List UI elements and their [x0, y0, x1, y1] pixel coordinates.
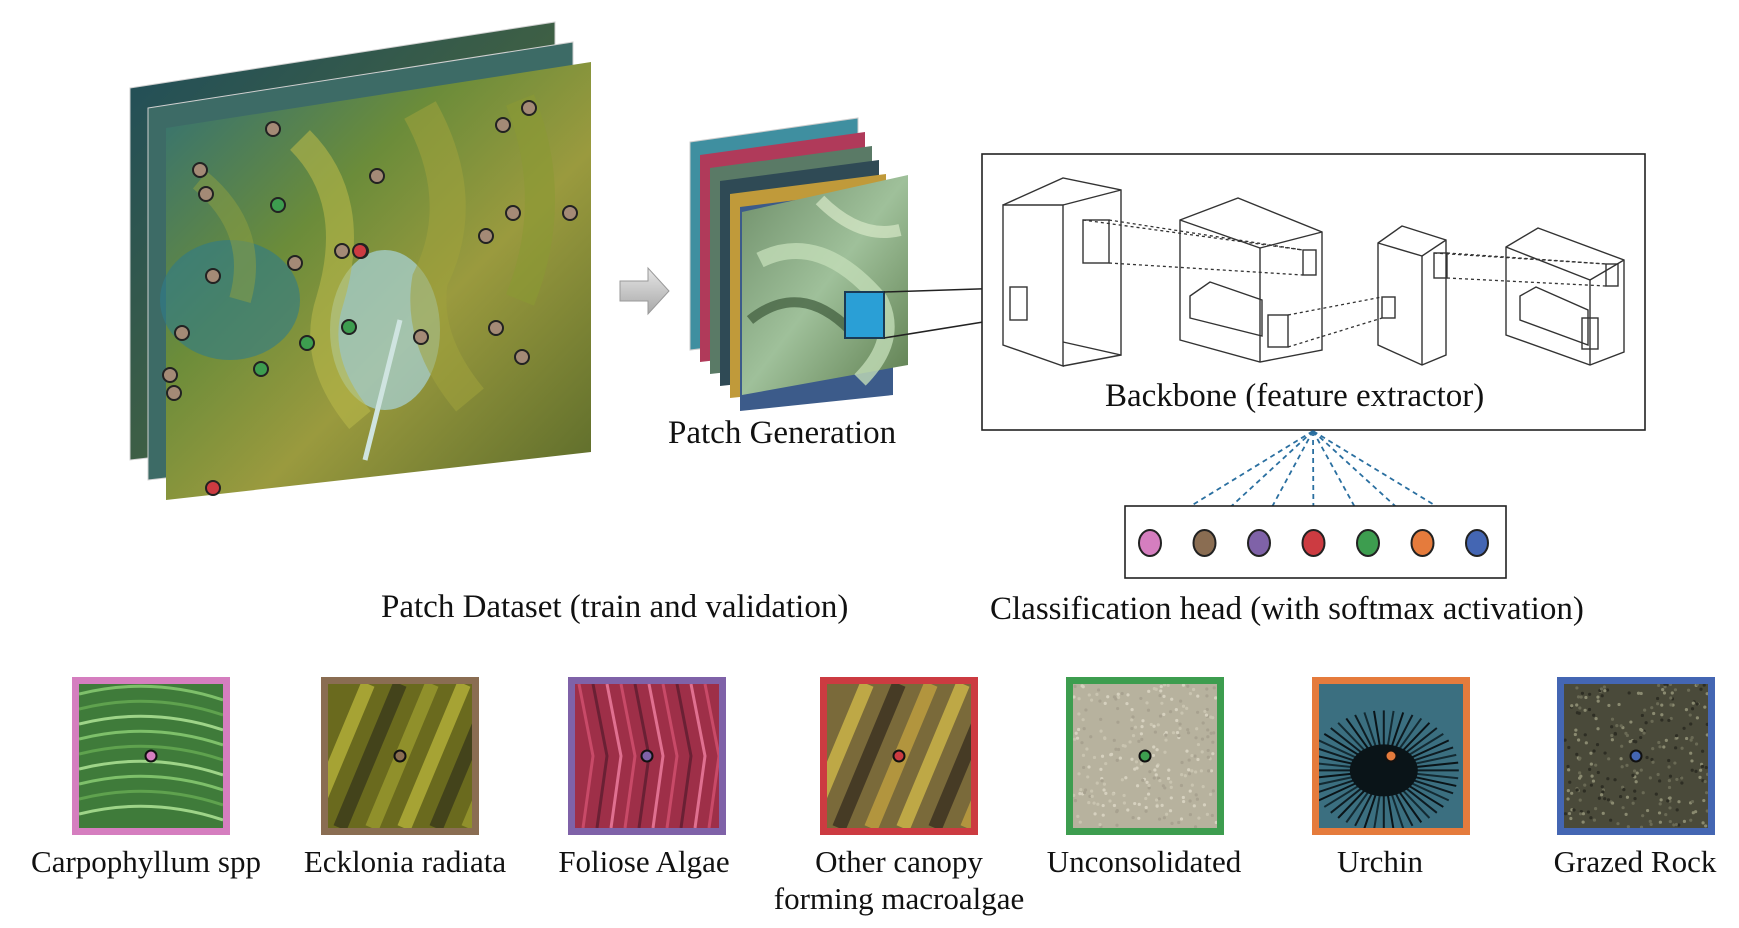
class-label: Other canopy forming macroalgae: [759, 843, 1039, 917]
connection-lines: [1082, 219, 1607, 348]
annotation-point: [341, 319, 357, 335]
annotation-point: [205, 480, 221, 496]
backbone-label: Backbone (feature extractor): [1105, 378, 1485, 414]
patch-dataset-label: Patch Dataset (train and validation): [381, 589, 849, 625]
annotation-point: [352, 243, 368, 259]
class-label-line: Urchin: [1336, 844, 1424, 879]
cnn-layer-blocks: [1002, 177, 1625, 367]
fan-line: [1149, 430, 1314, 532]
class-label-line: Carpophyllum spp: [31, 844, 261, 879]
right-arrow-icon: [619, 266, 670, 316]
class-node: [1356, 529, 1380, 557]
annotation-point: [495, 117, 511, 133]
class-label: Carpophyllum spp: [6, 843, 286, 880]
annotation-point: [287, 255, 303, 271]
annotation-points: [162, 100, 578, 496]
annotation-point: [198, 186, 214, 202]
annotation-point: [205, 268, 221, 284]
class-node: [1465, 529, 1489, 557]
annotation-point: [478, 228, 494, 244]
class-label-line: Foliose Algae: [558, 844, 730, 879]
annotation-point: [369, 168, 385, 184]
annotation-point: [413, 329, 429, 345]
class-label: Unconsolidated: [1004, 843, 1284, 880]
class-example-tile: [1557, 677, 1715, 835]
fan-line: [1312, 430, 1424, 532]
class-point: [144, 749, 158, 763]
annotation-point: [334, 243, 350, 259]
annotation-point: [521, 100, 537, 116]
class-node: [1138, 529, 1162, 557]
class-point: [1384, 749, 1398, 763]
class-label: Grazed Rock: [1495, 843, 1739, 880]
class-point: [393, 749, 407, 763]
annotation-point: [166, 385, 182, 401]
class-label-line: Grazed Rock: [1553, 844, 1717, 879]
backbone-box: [981, 153, 1646, 431]
patch-generation-stack: [689, 117, 1009, 411]
class-label-line: Other canopy: [815, 844, 983, 879]
patch-dataset-stack: [129, 21, 591, 500]
front-patch-image: [742, 175, 908, 395]
class-point: [1629, 749, 1643, 763]
annotation-point: [562, 205, 578, 221]
class-label: Foliose Algae: [504, 843, 784, 880]
annotation-point: [174, 325, 190, 341]
class-label-line: Unconsolidated: [1046, 844, 1242, 879]
fan-line: [1203, 430, 1314, 532]
class-example-tile: [1312, 677, 1470, 835]
class-label: Urchin: [1240, 843, 1520, 880]
annotation-point: [299, 335, 315, 351]
annotation-point: [253, 361, 269, 377]
class-point: [1138, 749, 1152, 763]
class-label-line: forming macroalgae: [773, 881, 1025, 916]
selected-patch-highlight: [844, 291, 885, 339]
class-example-tile: [72, 677, 230, 835]
patch-generation-label: Patch Generation: [668, 415, 897, 451]
class-example-tile: [820, 677, 978, 835]
class-node: [1247, 529, 1271, 557]
annotation-point: [488, 320, 504, 336]
head-nodes: [1138, 529, 1489, 557]
classification-head-box: [1124, 505, 1507, 579]
class-example-tile: [1066, 677, 1224, 835]
annotation-point: [162, 367, 178, 383]
annotation-point: [265, 121, 281, 137]
annotation-point: [270, 197, 286, 213]
class-point: [892, 749, 906, 763]
class-node: [1410, 529, 1435, 557]
class-label-line: Ecklonia radiata: [303, 844, 507, 879]
class-example-tile: [568, 677, 726, 835]
front-survey-image: [160, 62, 591, 500]
annotation-point: [514, 349, 530, 365]
classification-head-label: Classification head (with softmax activa…: [990, 591, 1584, 627]
fan-line: [1312, 430, 1369, 532]
annotation-point: [505, 205, 521, 221]
class-example-tile: [321, 677, 479, 835]
class-point: [640, 749, 654, 763]
class-label: Ecklonia radiata: [265, 843, 545, 880]
class-node: [1301, 529, 1326, 557]
annotation-point: [192, 162, 208, 178]
class-node: [1192, 529, 1217, 557]
